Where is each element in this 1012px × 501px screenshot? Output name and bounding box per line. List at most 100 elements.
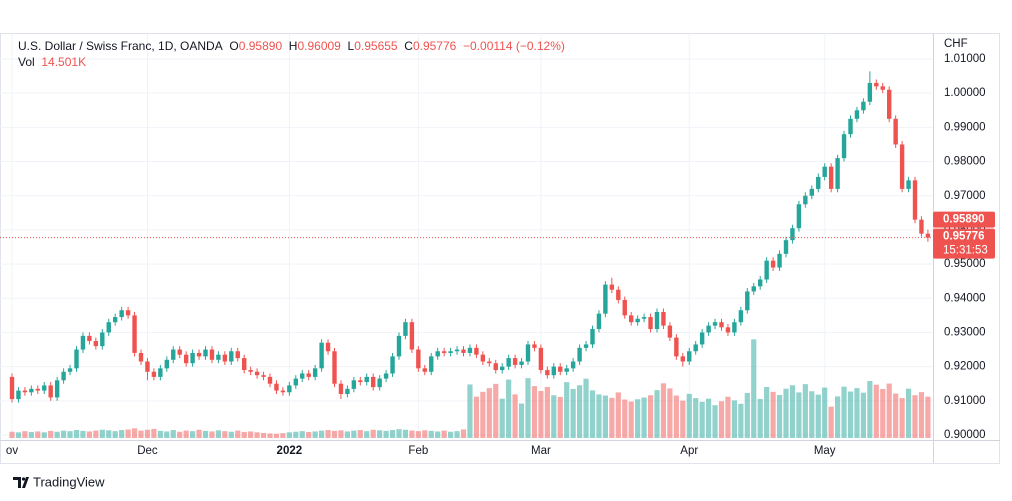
- candle-body: [158, 368, 163, 377]
- volume-bar: [209, 431, 215, 438]
- volume-bar: [441, 430, 447, 438]
- volume-bar: [73, 430, 80, 438]
- volume-bar: [557, 396, 563, 438]
- candle-body: [80, 335, 86, 350]
- candle-body: [925, 233, 931, 238]
- candle-body: [338, 383, 344, 394]
- volume-bar: [54, 431, 60, 438]
- y-unit: CHF: [944, 38, 968, 50]
- volume-bar: [473, 396, 479, 438]
- volume-bar: [512, 394, 518, 438]
- ohlc-value: 0.95776: [412, 39, 457, 53]
- volume-bar: [847, 391, 854, 438]
- volume-bar: [364, 431, 370, 438]
- volume-bar: [196, 429, 202, 438]
- candle-body: [74, 349, 79, 369]
- volume-bar: [157, 430, 163, 438]
- volume-bar: [151, 428, 157, 438]
- logo: [13, 477, 29, 488]
- candle-body: [203, 349, 208, 357]
- legend: U.S. Dollar / Swiss Franc, 1D, OANDA O0.…: [18, 38, 565, 70]
- candle-body: [87, 335, 92, 341]
- y-tick-label: 0.91000: [944, 395, 986, 407]
- volume-bar: [544, 386, 550, 438]
- y-tick-label: 0.99000: [944, 121, 986, 133]
- x-tick-label: Apr: [680, 445, 698, 457]
- ohlc-label: H: [288, 39, 298, 53]
- candle-body: [635, 318, 640, 323]
- y-tick-label: 0.97000: [944, 190, 986, 202]
- candle-body: [190, 352, 195, 364]
- ohlc-value: 0.96009: [297, 39, 341, 53]
- candle-body: [138, 352, 144, 362]
- x-tick-label: May: [814, 445, 836, 457]
- volume-bar: [273, 433, 280, 438]
- candle-body: [609, 284, 615, 290]
- candle-body: [745, 291, 750, 311]
- volume-bar: [628, 401, 634, 438]
- candle-body: [641, 317, 647, 319]
- volume-bar: [80, 430, 86, 438]
- candle-body: [448, 351, 453, 353]
- volume-bar: [454, 431, 460, 438]
- candle-body: [912, 180, 918, 220]
- volume-bar: [41, 432, 47, 438]
- price-label: 0.95890: [943, 214, 985, 226]
- volume-bar: [344, 431, 350, 438]
- candle-body: [177, 349, 182, 355]
- y-tick-label: 0.93000: [944, 326, 986, 338]
- candle-body: [125, 310, 131, 316]
- y-tick-label: 0.92000: [944, 361, 986, 373]
- volume-bar: [93, 430, 99, 438]
- candle-body: [558, 366, 563, 372]
- volume-bar: [615, 392, 621, 438]
- countdown: 15:31:53: [943, 245, 988, 257]
- candle-body: [706, 325, 711, 333]
- candle-body: [577, 347, 582, 362]
- x-tick-label: Mar: [531, 445, 551, 457]
- volume-bar: [183, 430, 189, 438]
- candle-body: [848, 118, 853, 135]
- price-box: [933, 228, 995, 259]
- candle-body: [345, 388, 350, 394]
- volume-bar: [570, 388, 576, 438]
- volume-bar: [428, 430, 434, 438]
- candle-body: [480, 354, 486, 362]
- brand: TradingView: [33, 474, 105, 489]
- candle-body: [435, 351, 440, 357]
- volume-bar: [267, 433, 273, 438]
- volume-bar: [357, 430, 363, 438]
- volume-bar: [170, 430, 176, 438]
- candle-body: [899, 144, 905, 189]
- candle-body: [906, 180, 911, 189]
- candle-body: [409, 322, 415, 350]
- volume-bar: [383, 430, 389, 438]
- volume-bar: [609, 397, 615, 438]
- candle-body: [416, 349, 421, 369]
- volume-bar: [589, 390, 596, 438]
- volume-bar: [415, 431, 421, 438]
- frame: [0, 33, 1000, 464]
- candle-body: [119, 310, 124, 318]
- candle-body: [287, 385, 292, 393]
- volume-bar: [538, 390, 544, 438]
- volume-bar: [757, 398, 763, 438]
- y-tick-label: 0.95000: [944, 258, 986, 270]
- volume-bar: [925, 396, 931, 438]
- candle-body: [171, 349, 176, 360]
- volume-bar: [222, 431, 228, 438]
- candle-body: [261, 375, 266, 377]
- volume-bar: [583, 378, 589, 438]
- volume-bar: [389, 430, 396, 438]
- volume-bar: [493, 383, 499, 438]
- candle-body: [861, 101, 866, 111]
- candle-body: [61, 371, 66, 381]
- logo-mark: [13, 477, 29, 488]
- volume-bar: [880, 388, 886, 438]
- candle-body: [822, 166, 827, 177]
- volume-bar: [873, 384, 879, 438]
- candle-body: [209, 349, 215, 360]
- candle-body: [887, 89, 892, 119]
